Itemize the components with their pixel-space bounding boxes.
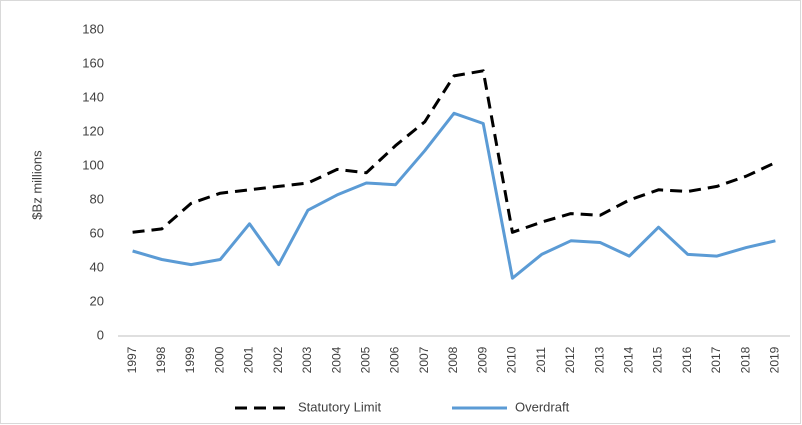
y-axis-title: $Bz millions [29,150,44,220]
x-tick-label: 2010 [505,346,519,373]
line-series [132,111,776,280]
legend-label: Statutory Limit [298,399,381,414]
y-tick-label: 40 [90,259,104,274]
x-tick-label: 2014 [621,346,635,373]
x-tick-label: 2000 [212,346,226,373]
y-tick-label: 60 [90,225,104,240]
x-tick-label: 2006 [388,346,402,373]
x-tick-label: 2017 [709,346,723,373]
x-tick-label: 2005 [359,346,373,373]
x-tick-label: 1998 [154,346,168,373]
x-tick-label: 1997 [125,346,139,373]
x-tick-label: 2001 [242,346,256,373]
x-tick-label: 2009 [475,346,489,373]
x-tick-label: 2013 [592,346,606,373]
legend-label: Overdraft [515,399,570,414]
x-tick-label: 1999 [183,346,197,373]
x-tick-label: 2008 [446,346,460,373]
x-tick-label: 2003 [300,346,314,373]
x-tick-label: 2015 [651,346,665,373]
y-tick-label: 120 [82,123,104,138]
x-tick-label: 2004 [329,346,343,373]
x-tick-label: 2002 [271,346,285,373]
x-tick-label: 2011 [534,347,548,373]
y-tick-label: 100 [82,157,104,172]
line-series [132,69,777,234]
y-tick-label: 180 [82,21,104,36]
y-tick-label: 20 [90,293,104,308]
x-tick-label: 2012 [563,346,577,373]
x-tick-label: 2018 [738,346,752,373]
y-tick-label: 160 [82,55,104,70]
x-tick-label: 2016 [680,346,694,373]
y-tick-label: 140 [82,89,104,104]
x-tick-label: 2019 [768,346,782,373]
y-tick-label: 80 [90,191,104,206]
y-tick-label: 0 [97,327,104,342]
x-tick-label: 2007 [417,346,431,373]
